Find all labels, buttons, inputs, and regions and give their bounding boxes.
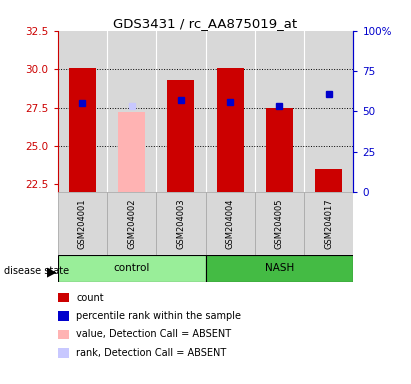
Text: NASH: NASH xyxy=(265,263,294,273)
Bar xyxy=(206,255,353,282)
Text: value, Detection Call = ABSENT: value, Detection Call = ABSENT xyxy=(76,329,231,339)
Bar xyxy=(304,192,353,255)
Bar xyxy=(107,192,156,255)
Text: GSM204017: GSM204017 xyxy=(324,199,333,249)
Bar xyxy=(266,108,293,192)
Text: rank, Detection Call = ABSENT: rank, Detection Call = ABSENT xyxy=(76,348,226,358)
Bar xyxy=(118,112,145,192)
Bar xyxy=(206,192,255,255)
Text: control: control xyxy=(113,263,150,273)
Bar xyxy=(167,80,194,192)
Text: GSM204004: GSM204004 xyxy=(226,199,235,249)
Text: disease state: disease state xyxy=(4,266,69,276)
Text: GSM204003: GSM204003 xyxy=(176,199,185,249)
Bar xyxy=(315,169,342,192)
Bar xyxy=(217,68,244,192)
Text: percentile rank within the sample: percentile rank within the sample xyxy=(76,311,241,321)
Text: count: count xyxy=(76,293,104,303)
Bar xyxy=(255,192,304,255)
Bar xyxy=(156,192,206,255)
Text: GSM204005: GSM204005 xyxy=(275,199,284,249)
Text: GSM204001: GSM204001 xyxy=(78,199,87,249)
Text: ▶: ▶ xyxy=(47,265,57,278)
Text: GSM204002: GSM204002 xyxy=(127,199,136,249)
Bar xyxy=(58,192,107,255)
Bar xyxy=(69,68,96,192)
Text: GDS3431 / rc_AA875019_at: GDS3431 / rc_AA875019_at xyxy=(113,17,298,30)
Bar xyxy=(58,255,206,282)
